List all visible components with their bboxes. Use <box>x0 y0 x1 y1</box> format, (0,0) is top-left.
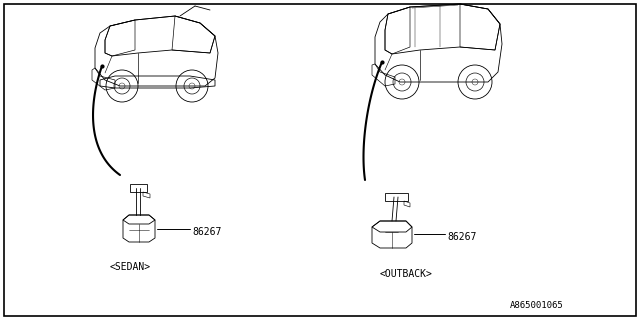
Text: 86267: 86267 <box>192 227 221 237</box>
Text: <OUTBACK>: <OUTBACK> <box>380 269 433 279</box>
Text: 86267: 86267 <box>447 232 476 242</box>
Text: A865001065: A865001065 <box>510 301 564 310</box>
Text: <SEDAN>: <SEDAN> <box>110 262 151 272</box>
